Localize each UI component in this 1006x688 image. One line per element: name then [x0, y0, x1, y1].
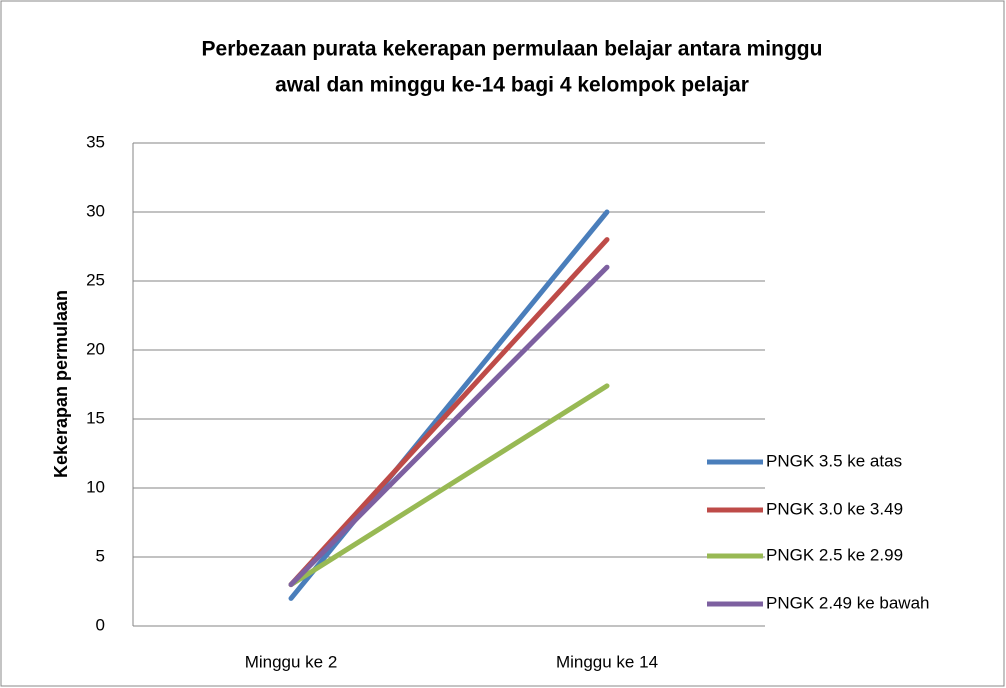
data-line — [288, 237, 610, 588]
y-tick-label: 30 — [86, 201, 105, 220]
y-axis-label: Kekerapan permulaan — [51, 290, 71, 478]
y-tick-label: 5 — [96, 546, 105, 565]
y-tick-label: 25 — [86, 270, 105, 289]
legend-label: PNGK 2.49 ke bawah — [766, 593, 929, 612]
legend-label: PNGK 3.5 ke atas — [766, 451, 902, 470]
chart-title-line: awal dan minggu ke-14 bagi 4 kelompok pe… — [275, 74, 749, 97]
y-tick-label: 10 — [86, 477, 105, 496]
y-tick-label: 20 — [86, 339, 105, 358]
chart-title-line: Perbezaan purata kekerapan permulaan bel… — [202, 38, 823, 61]
legend-label: PNGK 2.5 ke 2.99 — [766, 545, 903, 564]
x-tick-label: Minggu ke 2 — [245, 652, 338, 671]
x-tick-label: Minggu ke 14 — [556, 652, 658, 671]
y-tick-label: 0 — [96, 615, 105, 634]
y-tick-label: 35 — [86, 132, 105, 151]
y-tick-label: 15 — [86, 408, 105, 427]
data-line — [288, 264, 610, 588]
data-line — [288, 383, 610, 588]
legend-label: PNGK 3.0 ke 3.49 — [766, 499, 903, 518]
